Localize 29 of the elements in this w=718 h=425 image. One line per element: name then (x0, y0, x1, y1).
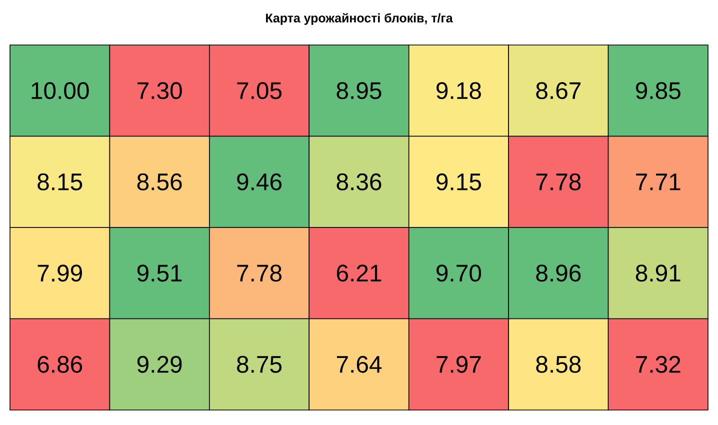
data-label: 9.18 (436, 82, 481, 100)
data-label: 8.36 (336, 173, 382, 190)
data-label: 8.75 (237, 356, 282, 373)
data-label: 8.58 (536, 356, 581, 373)
data-label: 7.64 (336, 356, 382, 373)
data-label: 6.86 (38, 356, 82, 373)
data-label: 9.51 (137, 264, 182, 282)
chart-title: Карта урожайності блоків, т/га (266, 13, 453, 25)
data-label: 7.97 (436, 356, 481, 373)
data-label: 9.85 (636, 82, 680, 100)
data-label: 9.46 (237, 173, 282, 190)
data-label: 9.70 (436, 264, 482, 282)
data-label: 7.78 (536, 173, 581, 190)
data-label: 8.91 (636, 264, 680, 282)
data-label: 9.15 (436, 173, 481, 190)
data-label: 7.05 (237, 82, 282, 100)
data-label: 9.29 (137, 356, 182, 373)
data-label: 7.78 (237, 264, 282, 282)
data-label: 7.32 (636, 356, 680, 373)
data-label: 8.95 (336, 82, 382, 100)
data-label: 8.15 (38, 173, 82, 190)
data-label: 7.99 (38, 264, 82, 282)
data-label: 7.71 (636, 174, 680, 190)
data-label: 10.00 (32, 82, 89, 100)
data-label: 6.21 (336, 264, 382, 282)
data-label: 8.96 (536, 264, 581, 282)
data-label: 7.30 (138, 82, 182, 100)
data-label: 8.56 (137, 173, 182, 190)
data-label: 8.67 (536, 82, 580, 100)
